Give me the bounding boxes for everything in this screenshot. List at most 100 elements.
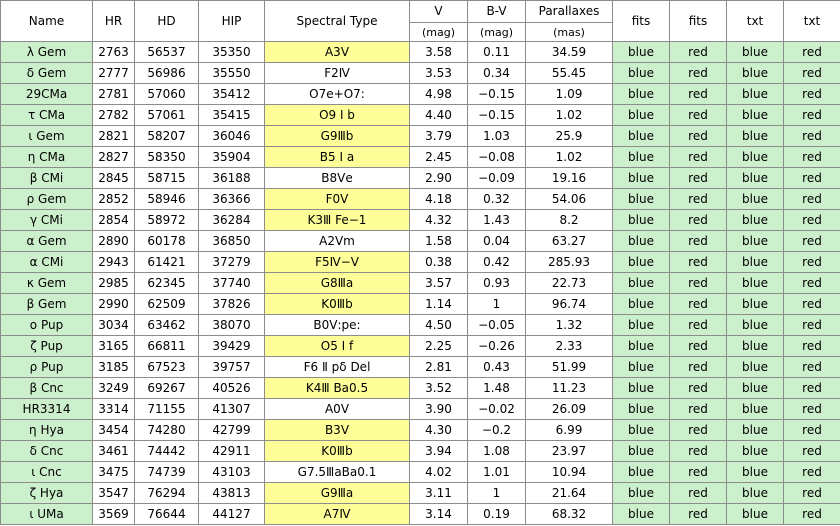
fits-red-link[interactable]: red xyxy=(669,314,727,336)
txt-blue-link[interactable]: blue xyxy=(726,209,784,231)
fits-red-link[interactable]: red xyxy=(669,419,727,441)
txt-blue-link[interactable]: blue xyxy=(726,251,784,273)
fits-red-link[interactable]: red xyxy=(669,125,727,147)
fits-red-link[interactable]: red xyxy=(669,272,727,294)
txt-red-link[interactable]: red xyxy=(783,419,840,441)
fits-red-link[interactable]: red xyxy=(669,41,727,63)
fits-blue-link[interactable]: blue xyxy=(612,419,670,441)
fits-red-link[interactable]: red xyxy=(669,293,727,315)
fits-red-link[interactable]: red xyxy=(669,335,727,357)
fits-red-link[interactable]: red xyxy=(669,503,727,525)
fits-red-link[interactable]: red xyxy=(669,209,727,231)
txt-blue-link[interactable]: blue xyxy=(726,272,784,294)
txt-blue-link[interactable]: blue xyxy=(726,230,784,252)
txt-red-link[interactable]: red xyxy=(783,503,840,525)
txt-blue-link[interactable]: blue xyxy=(726,167,784,189)
fits-red-link[interactable]: red xyxy=(669,461,727,483)
fits-blue-link[interactable]: blue xyxy=(612,356,670,378)
fits-blue-link[interactable]: blue xyxy=(612,461,670,483)
fits-red-link[interactable]: red xyxy=(669,482,727,504)
col-header-fits-blue[interactable]: fits xyxy=(612,0,670,42)
col-header-hr[interactable]: HR xyxy=(92,0,135,42)
fits-red-link[interactable]: red xyxy=(669,230,727,252)
txt-blue-link[interactable]: blue xyxy=(726,146,784,168)
txt-blue-link[interactable]: blue xyxy=(726,335,784,357)
txt-red-link[interactable]: red xyxy=(783,440,840,462)
fits-blue-link[interactable]: blue xyxy=(612,188,670,210)
txt-blue-link[interactable]: blue xyxy=(726,314,784,336)
col-header-hip[interactable]: HIP xyxy=(198,0,265,42)
txt-red-link[interactable]: red xyxy=(783,104,840,126)
txt-red-link[interactable]: red xyxy=(783,209,840,231)
col-header-txt-red[interactable]: txt xyxy=(783,0,840,42)
fits-blue-link[interactable]: blue xyxy=(612,62,670,84)
txt-blue-link[interactable]: blue xyxy=(726,83,784,105)
txt-blue-link[interactable]: blue xyxy=(726,62,784,84)
txt-blue-link[interactable]: blue xyxy=(726,356,784,378)
fits-blue-link[interactable]: blue xyxy=(612,104,670,126)
col-header-parallaxes[interactable]: Parallaxes xyxy=(525,0,613,23)
col-header-v[interactable]: V xyxy=(409,0,468,23)
fits-blue-link[interactable]: blue xyxy=(612,146,670,168)
txt-red-link[interactable]: red xyxy=(783,482,840,504)
fits-red-link[interactable]: red xyxy=(669,62,727,84)
fits-red-link[interactable]: red xyxy=(669,356,727,378)
txt-red-link[interactable]: red xyxy=(783,314,840,336)
txt-red-link[interactable]: red xyxy=(783,356,840,378)
txt-red-link[interactable]: red xyxy=(783,62,840,84)
txt-red-link[interactable]: red xyxy=(783,293,840,315)
fits-blue-link[interactable]: blue xyxy=(612,167,670,189)
txt-red-link[interactable]: red xyxy=(783,188,840,210)
fits-blue-link[interactable]: blue xyxy=(612,440,670,462)
fits-red-link[interactable]: red xyxy=(669,167,727,189)
txt-blue-link[interactable]: blue xyxy=(726,503,784,525)
txt-blue-link[interactable]: blue xyxy=(726,440,784,462)
txt-red-link[interactable]: red xyxy=(783,230,840,252)
txt-red-link[interactable]: red xyxy=(783,398,840,420)
txt-red-link[interactable]: red xyxy=(783,272,840,294)
fits-blue-link[interactable]: blue xyxy=(612,125,670,147)
txt-red-link[interactable]: red xyxy=(783,167,840,189)
txt-red-link[interactable]: red xyxy=(783,41,840,63)
fits-blue-link[interactable]: blue xyxy=(612,482,670,504)
txt-blue-link[interactable]: blue xyxy=(726,104,784,126)
fits-red-link[interactable]: red xyxy=(669,398,727,420)
txt-red-link[interactable]: red xyxy=(783,335,840,357)
txt-red-link[interactable]: red xyxy=(783,251,840,273)
fits-red-link[interactable]: red xyxy=(669,440,727,462)
txt-red-link[interactable]: red xyxy=(783,125,840,147)
fits-blue-link[interactable]: blue xyxy=(612,272,670,294)
txt-red-link[interactable]: red xyxy=(783,83,840,105)
txt-blue-link[interactable]: blue xyxy=(726,188,784,210)
txt-blue-link[interactable]: blue xyxy=(726,461,784,483)
txt-blue-link[interactable]: blue xyxy=(726,41,784,63)
txt-red-link[interactable]: red xyxy=(783,146,840,168)
fits-blue-link[interactable]: blue xyxy=(612,314,670,336)
fits-blue-link[interactable]: blue xyxy=(612,293,670,315)
txt-red-link[interactable]: red xyxy=(783,461,840,483)
col-header-txt-blue[interactable]: txt xyxy=(726,0,784,42)
txt-red-link[interactable]: red xyxy=(783,377,840,399)
fits-blue-link[interactable]: blue xyxy=(612,230,670,252)
fits-blue-link[interactable]: blue xyxy=(612,41,670,63)
fits-blue-link[interactable]: blue xyxy=(612,83,670,105)
fits-red-link[interactable]: red xyxy=(669,104,727,126)
fits-red-link[interactable]: red xyxy=(669,377,727,399)
txt-blue-link[interactable]: blue xyxy=(726,125,784,147)
txt-blue-link[interactable]: blue xyxy=(726,482,784,504)
fits-red-link[interactable]: red xyxy=(669,251,727,273)
col-header-name[interactable]: Name xyxy=(0,0,93,42)
fits-red-link[interactable]: red xyxy=(669,83,727,105)
fits-blue-link[interactable]: blue xyxy=(612,251,670,273)
fits-red-link[interactable]: red xyxy=(669,146,727,168)
txt-blue-link[interactable]: blue xyxy=(726,293,784,315)
txt-blue-link[interactable]: blue xyxy=(726,398,784,420)
col-header-hd[interactable]: HD xyxy=(134,0,199,42)
txt-blue-link[interactable]: blue xyxy=(726,419,784,441)
fits-blue-link[interactable]: blue xyxy=(612,377,670,399)
fits-blue-link[interactable]: blue xyxy=(612,503,670,525)
txt-blue-link[interactable]: blue xyxy=(726,377,784,399)
col-header-spectral-type[interactable]: Spectral Type xyxy=(264,0,410,42)
col-header-b-v[interactable]: B-V xyxy=(467,0,526,23)
fits-blue-link[interactable]: blue xyxy=(612,398,670,420)
